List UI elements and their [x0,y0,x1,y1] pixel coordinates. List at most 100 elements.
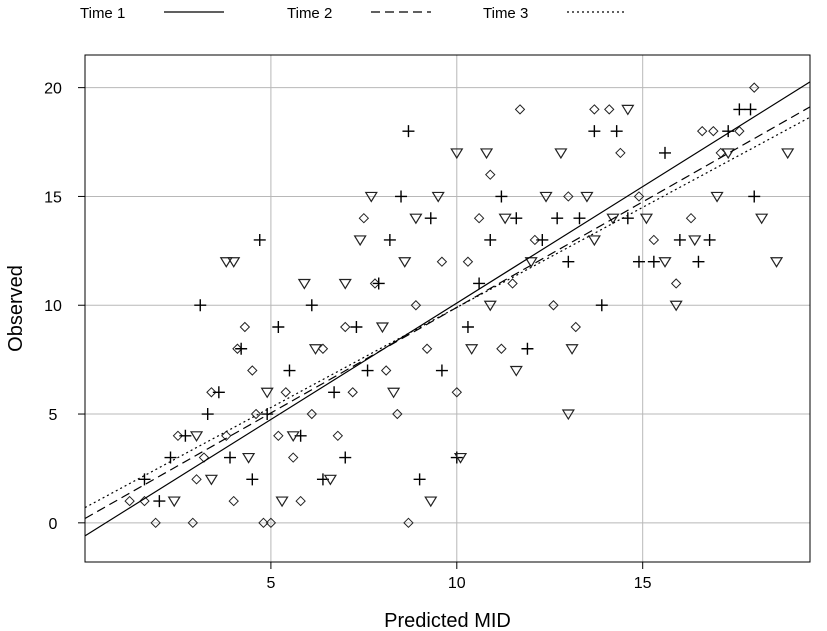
data-point [485,169,496,180]
data-point [498,213,512,225]
data-point [435,364,448,377]
data-point [496,343,507,354]
data-point [380,365,392,376]
data-point [692,255,705,268]
legend: Time 1 Time 2 Time 3 [80,5,627,22]
data-point [372,277,385,290]
data-point [424,212,437,225]
data-point [465,344,479,355]
x-axis-label: Predicted MID [384,610,511,631]
data-point [510,212,523,225]
data-point [413,473,426,486]
data-point [369,278,381,289]
data-point [339,451,352,464]
data-point [383,233,396,246]
data-point [338,278,352,290]
data-point [273,430,284,442]
grid [85,55,810,562]
data-point [462,256,474,267]
data-point [139,495,150,507]
x-axis: 5 10 15 [266,562,652,592]
data-point [514,104,526,115]
data-point [589,104,600,115]
data-point [395,190,408,203]
data-point [524,257,538,268]
data-point [621,104,635,116]
data-point [479,148,494,160]
data-point [529,234,541,246]
data-point [483,300,497,312]
data-point [673,233,686,246]
data-point [450,148,464,160]
data-point [275,496,289,508]
data-point [639,213,653,225]
data-point [328,386,341,399]
data-point [409,213,423,225]
data-point [306,408,318,420]
data-point [507,278,518,289]
data-point [272,320,285,333]
x-tick-label: 10 [448,575,466,592]
data-point [670,278,682,289]
data-point [539,191,553,203]
series-2 [138,103,761,508]
data-point [484,233,497,246]
data-point [688,235,702,247]
data-point [332,430,344,442]
data-point [473,212,485,224]
data-point [421,343,433,354]
data-point [451,387,463,398]
data-point [561,409,575,421]
data-point [364,191,378,203]
data-point [632,255,645,268]
data-point [551,212,564,225]
x-tick-label: 15 [634,575,652,592]
data-point [453,452,468,464]
data-point [521,342,534,355]
data-point [658,257,672,268]
data-point [164,451,177,464]
data-point [710,191,724,203]
data-point [744,103,757,116]
data-point [286,431,300,442]
data-point [340,321,351,333]
data-point [403,517,414,529]
data-point [172,430,184,442]
data-point [280,387,291,398]
data-point [733,103,746,116]
data-point [308,344,323,355]
data-point [536,233,549,246]
data-point [212,386,225,399]
data-point [347,387,358,398]
data-point [562,255,575,268]
data-point [204,474,218,486]
data-point [124,495,135,507]
data-point [495,190,508,203]
data-point [398,257,412,268]
data-point [659,146,671,159]
data-point [424,496,438,508]
data-point [685,212,697,224]
data-point [138,473,151,486]
data-point [436,256,448,267]
data-point [721,148,735,160]
data-point [361,364,374,377]
data-point [323,474,337,486]
data-point [227,257,241,268]
legend-label: Time 2 [287,5,332,22]
data-point [606,213,620,225]
data-point [554,148,568,160]
series-3 [167,104,795,508]
data-point [570,321,581,333]
data-point [610,125,623,138]
plot-frame [84,54,811,563]
data-point [669,300,683,312]
data-point [387,387,401,399]
data-point [201,408,214,421]
data-point [150,517,161,529]
data-point [206,387,217,398]
fit-lines [84,81,811,537]
data-point [647,255,660,268]
data-point [232,343,243,354]
data-point [696,125,708,137]
